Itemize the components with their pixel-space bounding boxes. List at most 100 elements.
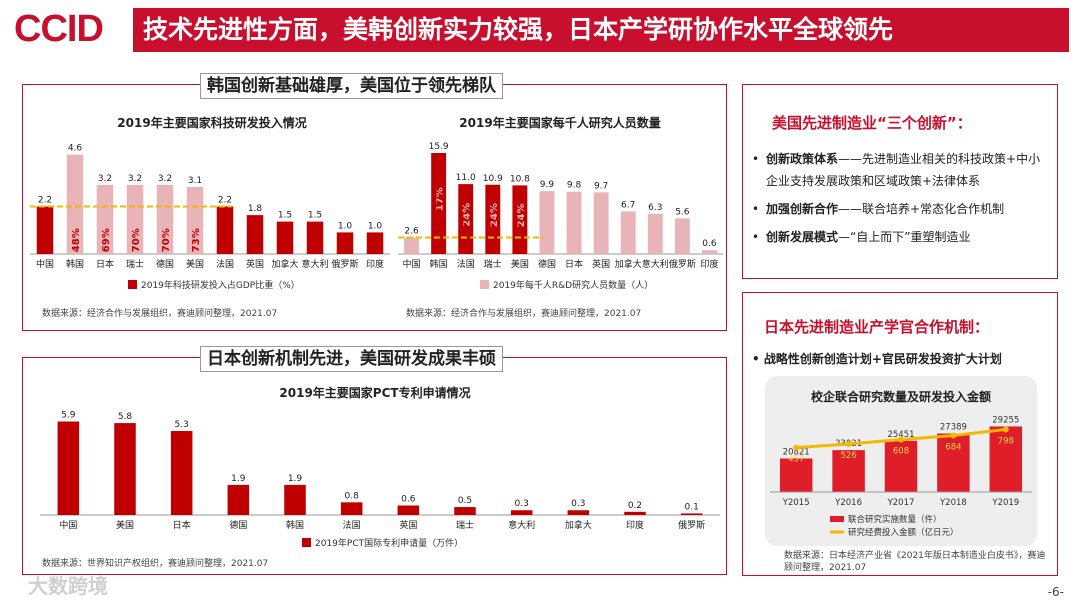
category-tick-label: Y2015 xyxy=(782,498,810,508)
japan-mechanism-heading: 日本先进制造业产学官合作机制： xyxy=(764,318,990,336)
bar-value-label: 4.6 xyxy=(68,144,83,154)
korea-panel-title: 韩国创新基础雄厚，美国位于领先梯队 xyxy=(200,73,503,99)
bar xyxy=(404,237,419,254)
bar-value-label: 1.9 xyxy=(288,474,303,484)
line-point xyxy=(1002,426,1009,433)
category-tick-label: 法国 xyxy=(457,258,475,270)
bar-value-label: 9.9 xyxy=(540,180,555,190)
category-tick-label: 德国 xyxy=(229,519,247,531)
bar-value-label: 0.5 xyxy=(458,496,472,506)
bar-value-label: 0.2 xyxy=(628,501,642,511)
bar xyxy=(566,191,582,254)
bar xyxy=(937,433,970,492)
legend-label: 研究经费投入金额（亿日元） xyxy=(848,527,959,538)
annotation-label: 17% xyxy=(435,187,446,211)
arrow-head xyxy=(485,228,494,234)
list-item: 创新发展模式—“自上而下”重塑制造业 xyxy=(752,226,1052,248)
category-tick-label: 中国 xyxy=(403,258,421,270)
chart3-legend: 2019年PCT国际专利申请量（万件） xyxy=(302,536,463,549)
category-tick-label: 意大利 xyxy=(642,258,669,270)
bar xyxy=(114,423,136,515)
line-point xyxy=(793,444,800,451)
japan-mechanism-bullet: • 战略性创新创造计划+官民研发投资扩大计划 xyxy=(752,352,1002,366)
category-tick-label: 中国 xyxy=(36,258,54,270)
bar xyxy=(593,192,609,254)
category-tick-label: 意大利 xyxy=(301,258,328,270)
bar xyxy=(96,184,114,254)
chart4-source: 数据来源：日本经济产业省《2021年版日本制造业白皮书》，赛迪顾问整理，2021… xyxy=(784,551,1046,573)
bar xyxy=(620,211,636,254)
category-tick-label: 日本 xyxy=(96,258,114,270)
bar xyxy=(340,502,363,515)
list-item: 加强创新合作——联合培养+常态化合作机制 xyxy=(752,198,1052,220)
bar-value-label: 3.2 xyxy=(98,174,112,184)
category-tick-label: 德国 xyxy=(538,258,556,270)
bar-value-label: 1.9 xyxy=(231,474,246,484)
bar-value-label: 2.2 xyxy=(38,195,52,205)
category-tick-label: 英国 xyxy=(592,258,610,270)
page-number: -6- xyxy=(1047,585,1064,599)
bar-value-label: 1.5 xyxy=(278,211,292,221)
category-tick-label: 美国 xyxy=(116,519,134,531)
category-tick-label: Y2017 xyxy=(887,498,915,508)
category-tick-label: 印度 xyxy=(700,258,718,270)
legend-label: 2019年每千人R&D研究人员数量（人） xyxy=(493,281,654,291)
bar-value-label: 1.0 xyxy=(338,221,353,231)
legend-swatch xyxy=(302,538,311,547)
bar-value-label: 0.3 xyxy=(571,499,585,509)
bar xyxy=(246,215,264,254)
us-innovation-box xyxy=(742,84,1058,279)
bar-value-label: 25451 xyxy=(887,430,914,440)
category-tick-label: 加拿大 xyxy=(615,258,642,270)
bar-value-label: 9.7 xyxy=(594,181,608,191)
bar-value-label: 5.3 xyxy=(175,420,189,430)
annotation-label: 70% xyxy=(161,228,172,252)
bar-value-label: 11.0 xyxy=(456,173,476,183)
bar xyxy=(647,213,663,254)
category-tick-label: 加拿大 xyxy=(271,258,298,270)
bar xyxy=(884,440,918,492)
arrow-head xyxy=(458,228,467,234)
bar xyxy=(36,206,54,254)
category-tick-label: 俄罗斯 xyxy=(678,519,705,531)
line-point xyxy=(845,440,852,447)
category-tick-label: Y2019 xyxy=(991,498,1019,508)
line-value-label: 526 xyxy=(840,451,856,461)
researchers-chart: 2.6 中国 15.9 韩国 17% 11.0 法国 24% 10.9 瑞士 24% 10.8 美国 24… xyxy=(398,142,723,270)
pct-chart: 5.9 中国 5.8 美国 5.3 日本 1.9 德国 1.9 韩国 0.8 法国 0.6 英国 0.5 瑞士… xyxy=(40,411,720,531)
chart2-title: 2019年主要国家每千人研究人员数量 xyxy=(459,116,661,130)
category-tick-label: 瑞士 xyxy=(484,258,502,270)
bar-value-label: 29255 xyxy=(992,415,1019,425)
bar-value-label: 1.0 xyxy=(368,221,383,231)
line-value-label: 608 xyxy=(893,447,909,457)
category-tick-label: 加拿大 xyxy=(565,519,592,531)
arrow-head xyxy=(431,228,440,234)
list-item: 创新政策体系——先进制造业相关的科技政策+中小企业支持发展政策和区域政策+法律体… xyxy=(752,148,1052,192)
item-text: —“自上而下”重塑制造业 xyxy=(838,230,971,244)
category-tick-label: 瑞士 xyxy=(126,258,144,270)
item-text: ——先进制造业相关的科技政策+中小企业支持发展政策和区域政策+法律体系 xyxy=(766,152,1041,188)
bar-value-label: 6.3 xyxy=(648,203,662,213)
item-bold: 加强创新合作 xyxy=(766,202,839,216)
category-tick-label: 印度 xyxy=(626,519,644,531)
line-point xyxy=(950,432,957,439)
bar-value-label: 1.8 xyxy=(248,204,263,214)
bar-value-label: 5.9 xyxy=(61,411,76,421)
category-tick-label: 德国 xyxy=(156,258,174,270)
bar xyxy=(306,221,324,254)
bar xyxy=(366,232,384,254)
bar xyxy=(567,510,590,515)
annotation-label: 73% xyxy=(191,228,202,252)
bar-value-label: 3.2 xyxy=(158,174,172,184)
line-value-label: 684 xyxy=(945,443,961,453)
bar-value-label: 0.8 xyxy=(345,491,360,501)
bar xyxy=(624,511,646,515)
bar-value-label: 2.6 xyxy=(404,226,419,236)
us-innovation-heading: 美国先进制造业“三个创新”： xyxy=(772,114,972,132)
bar-value-label: 0.3 xyxy=(515,499,529,509)
chart2-legend: 2019年每千人R&D研究人员数量（人） xyxy=(480,278,653,291)
bar xyxy=(989,426,1023,492)
us-innovation-list: 创新政策体系——先进制造业相关的科技政策+中小企业支持发展政策和区域政策+法律体… xyxy=(752,148,1052,254)
category-tick-label: 日本 xyxy=(565,258,583,270)
bar xyxy=(702,250,717,254)
